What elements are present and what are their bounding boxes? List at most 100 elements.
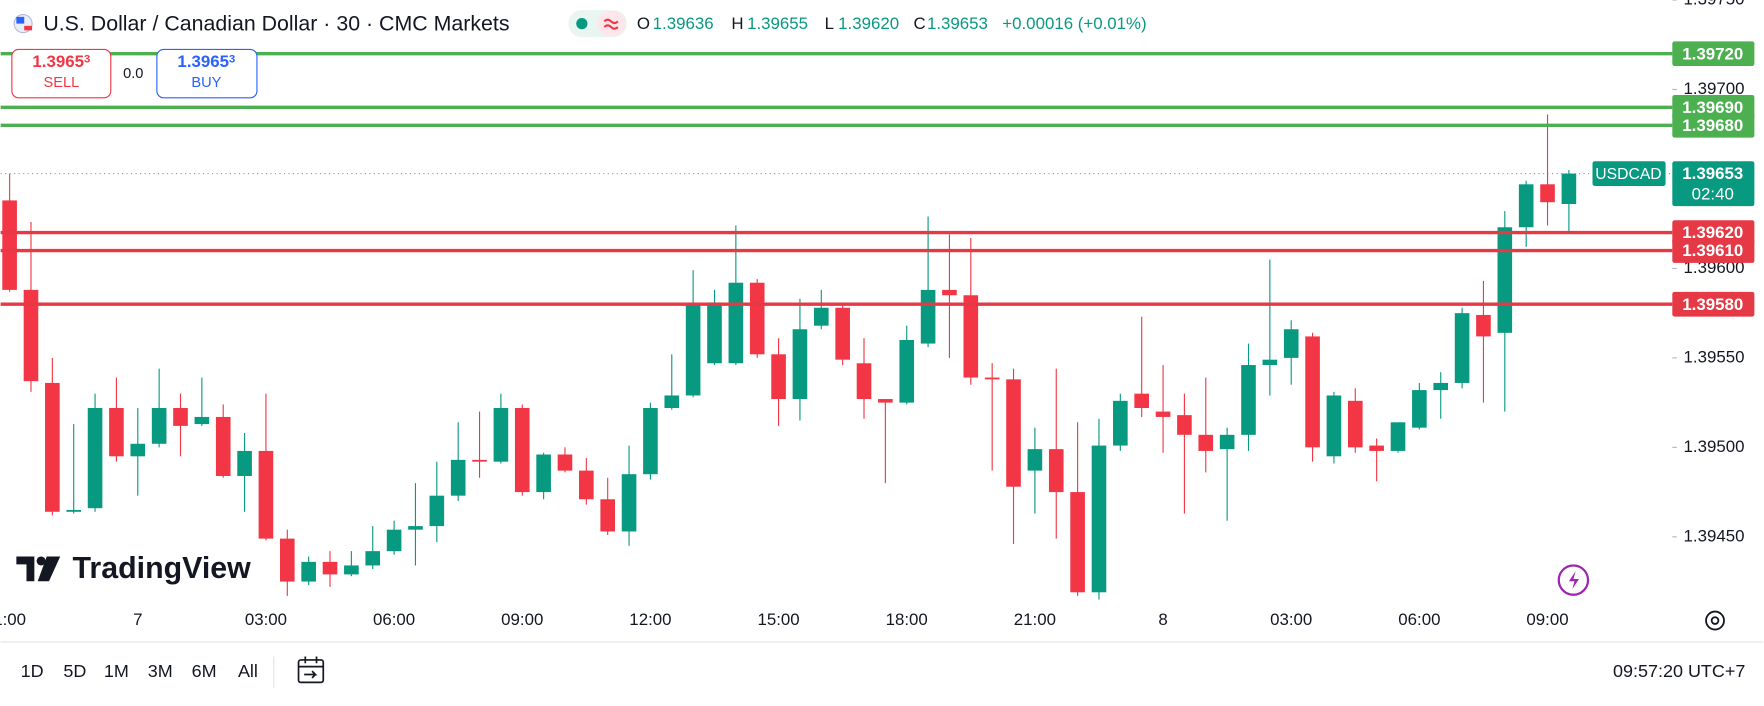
candle-body <box>1155 411 1171 417</box>
candle-body <box>1070 492 1085 593</box>
y-tick-label: 1.39700 <box>1684 79 1745 98</box>
buy-button[interactable] <box>156 48 258 99</box>
candle-body <box>1476 314 1491 337</box>
candle-body <box>1347 400 1363 448</box>
candle-body <box>707 302 722 364</box>
level-label-box <box>1672 112 1755 138</box>
alert-icon[interactable] <box>1557 564 1590 596</box>
change: +0.00016 (+0.01%) <box>1002 14 1146 33</box>
status-pill <box>597 11 626 36</box>
candle-body <box>1561 173 1577 204</box>
logo-mark <box>16 556 35 582</box>
candle-body <box>664 395 680 408</box>
goto-date-icon <box>298 656 324 679</box>
flag-icon <box>24 25 33 31</box>
x-tick-label: 06:00 <box>1398 610 1440 629</box>
candle-body <box>1412 390 1427 428</box>
spread: 0.0 <box>123 66 143 82</box>
candle-body <box>728 282 744 364</box>
logo-mark <box>36 556 46 566</box>
sell-price: 1.39653 <box>32 52 90 71</box>
candle-body <box>984 377 1000 380</box>
y-tick-label: 1.39450 <box>1684 526 1745 545</box>
candle-body <box>1219 434 1235 450</box>
candle-body <box>1369 445 1384 451</box>
legend-key: O <box>637 14 650 33</box>
range-button[interactable]: 3M <box>148 661 173 681</box>
x-tick-label: 12:00 <box>629 610 671 629</box>
candle-body <box>45 382 60 512</box>
candle-body <box>1283 329 1299 358</box>
candle-body <box>450 459 466 496</box>
candle-body <box>856 363 872 400</box>
candle-body <box>963 295 979 378</box>
sell-button[interactable] <box>11 48 112 99</box>
y-tick-label: 1.39500 <box>1684 437 1745 456</box>
level-label: 1.39610 <box>1682 241 1743 260</box>
settings-icon[interactable] <box>1705 610 1725 631</box>
legend-key: L <box>825 14 834 33</box>
legend-value: 1.39636 <box>653 14 714 33</box>
range-button[interactable]: 6M <box>192 661 217 681</box>
candle-body <box>1390 422 1406 451</box>
candle-body <box>279 538 295 582</box>
x-tick-label: 1:00 <box>0 610 26 629</box>
last-price-box <box>1672 161 1755 207</box>
x-tick-label: 03:00 <box>1270 610 1312 629</box>
candle-body <box>1433 382 1449 391</box>
level-label: 1.39580 <box>1682 295 1743 314</box>
legend-value: 1.39653 <box>927 14 988 33</box>
candle-body <box>878 399 893 403</box>
goto-date-icon[interactable] <box>297 659 325 684</box>
candle-body <box>557 454 573 471</box>
range-button[interactable]: All <box>238 661 258 681</box>
x-tick-label: 09:00 <box>1526 610 1568 629</box>
level-label-box <box>1672 291 1755 317</box>
legend-value: 1.39655 <box>747 14 808 33</box>
symbol-label-box <box>1592 161 1666 186</box>
candle-body <box>1454 313 1470 383</box>
candle-body <box>151 407 167 444</box>
candle-body <box>1241 365 1256 435</box>
logo-mark <box>37 556 61 582</box>
candle-body <box>258 450 274 539</box>
candle-body <box>365 551 381 566</box>
candle-body <box>920 289 936 344</box>
candle-body <box>493 407 509 462</box>
candle-body <box>1326 395 1342 457</box>
candle-body <box>792 329 808 400</box>
candle-body <box>237 450 252 476</box>
header: U.S. Dollar / Canadian Dollar · 30 · CMC… <box>11 10 1147 99</box>
candle-body <box>1540 184 1555 203</box>
legend-value: 1.39620 <box>838 14 899 33</box>
candle-body <box>173 407 188 426</box>
clock[interactable]: 09:57:20 UTC+7 <box>1613 661 1745 681</box>
candle-body <box>194 416 210 425</box>
buy-price-pip: 3 <box>229 54 235 66</box>
x-tick-label: 8 <box>1158 610 1167 629</box>
candle-body <box>899 339 915 403</box>
sell-price-main: 1.3965 <box>32 52 84 71</box>
buy-price-main: 1.3965 <box>177 52 229 71</box>
buy-price: 1.39653 <box>177 52 235 71</box>
range-button[interactable]: 5D <box>63 661 86 681</box>
symbol-title[interactable]: U.S. Dollar / Canadian Dollar · 30 · CMC… <box>43 11 509 35</box>
level-label: 1.39620 <box>1682 223 1743 242</box>
range-button[interactable]: 1D <box>21 661 44 681</box>
alert-icon <box>1568 571 1580 590</box>
x-tick-label: 06:00 <box>373 610 415 629</box>
x-tick-label: 15:00 <box>757 610 799 629</box>
buy-label: BUY <box>191 75 221 91</box>
candle-body <box>322 561 338 575</box>
sell-price-pip: 3 <box>84 54 90 66</box>
plot-area: 1.394501.395001.395501.396001.396501.397… <box>0 0 1755 629</box>
level-label-box <box>1672 238 1755 263</box>
candle-body <box>1134 393 1149 408</box>
candle-body <box>771 354 786 400</box>
flag-icon <box>16 16 25 24</box>
candle-body <box>386 529 402 552</box>
y-tick-label: 1.39750 <box>1684 0 1745 8</box>
range-button[interactable]: 1M <box>104 661 129 681</box>
